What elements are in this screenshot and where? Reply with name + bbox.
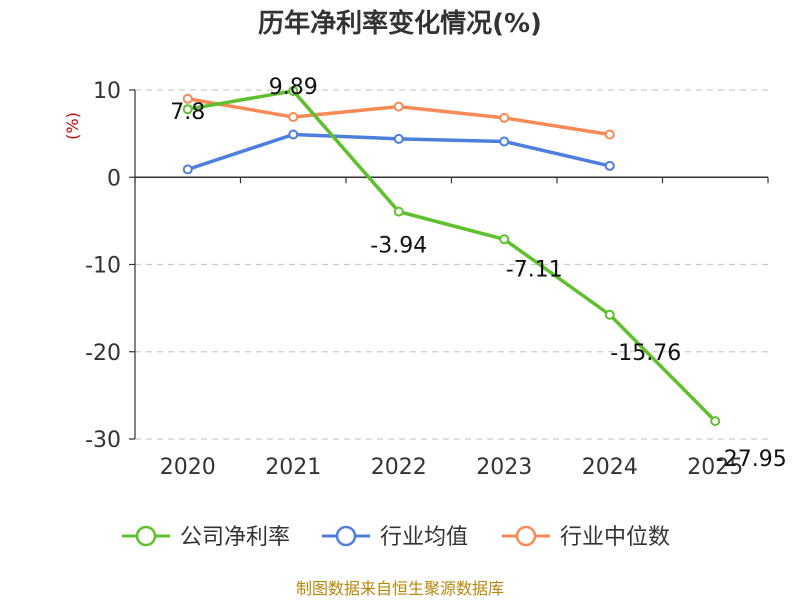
y-tick-label: 0 (107, 166, 121, 191)
legend-label: 行业中位数 (560, 525, 670, 550)
x-tick-label: 2022 (371, 455, 427, 480)
data-point (182, 104, 193, 115)
series-line-0 (187, 89, 717, 423)
y-tick-label: -30 (85, 428, 121, 453)
legend-marker (135, 525, 157, 547)
x-tick-label: 2024 (582, 455, 638, 480)
axes (129, 89, 769, 440)
data-point (604, 129, 615, 140)
y-tick-label: 10 (93, 79, 121, 104)
y-tick-label: -10 (85, 254, 121, 279)
grid-lines (135, 89, 768, 440)
data-label: -15.76 (610, 341, 681, 366)
data-point (499, 234, 510, 245)
data-point (604, 160, 615, 171)
data-point (499, 112, 510, 123)
data-point (288, 112, 299, 123)
data-point (182, 93, 193, 104)
data-point (288, 85, 299, 96)
data-label: 7.8 (170, 100, 205, 125)
data-label: 9.89 (269, 75, 318, 100)
data-point (288, 129, 299, 140)
data-point (710, 416, 721, 427)
series-group (182, 85, 721, 427)
legend: 公司净利率 行业均值 行业中位数 (122, 525, 670, 550)
data-point (604, 309, 615, 320)
chart-title: 历年净利率变化情况(%) (258, 8, 542, 39)
x-tick-label: 2023 (476, 455, 532, 480)
data-point (393, 133, 404, 144)
data-point (182, 164, 193, 175)
legend-marker (515, 525, 537, 547)
data-point (393, 101, 404, 112)
y-tick-label: -20 (85, 341, 121, 366)
data-point (393, 206, 404, 217)
y-axis-label: (%) (63, 112, 82, 140)
x-tick-label: 2021 (265, 455, 321, 480)
legend-label: 公司净利率 (180, 525, 290, 550)
tick-labels: 10 0 -10 -20 -30 2020 2021 2022 2023 2024 2025 (85, 79, 743, 480)
x-tick-label: 2020 (160, 455, 216, 480)
data-label: -27.95 (716, 447, 787, 472)
legend-marker (335, 525, 357, 547)
x-tick-label: 2025 (687, 455, 743, 480)
data-labels: 7.8 9.89 -3.94 -7.11 -15.76 -27.95 (170, 75, 786, 472)
source-note: 制图数据来自恒生聚源数据库 (296, 579, 504, 598)
data-label: -7.11 (506, 257, 563, 282)
legend-label: 行业均值 (380, 525, 468, 550)
data-label: -3.94 (370, 234, 427, 259)
data-point (499, 136, 510, 147)
